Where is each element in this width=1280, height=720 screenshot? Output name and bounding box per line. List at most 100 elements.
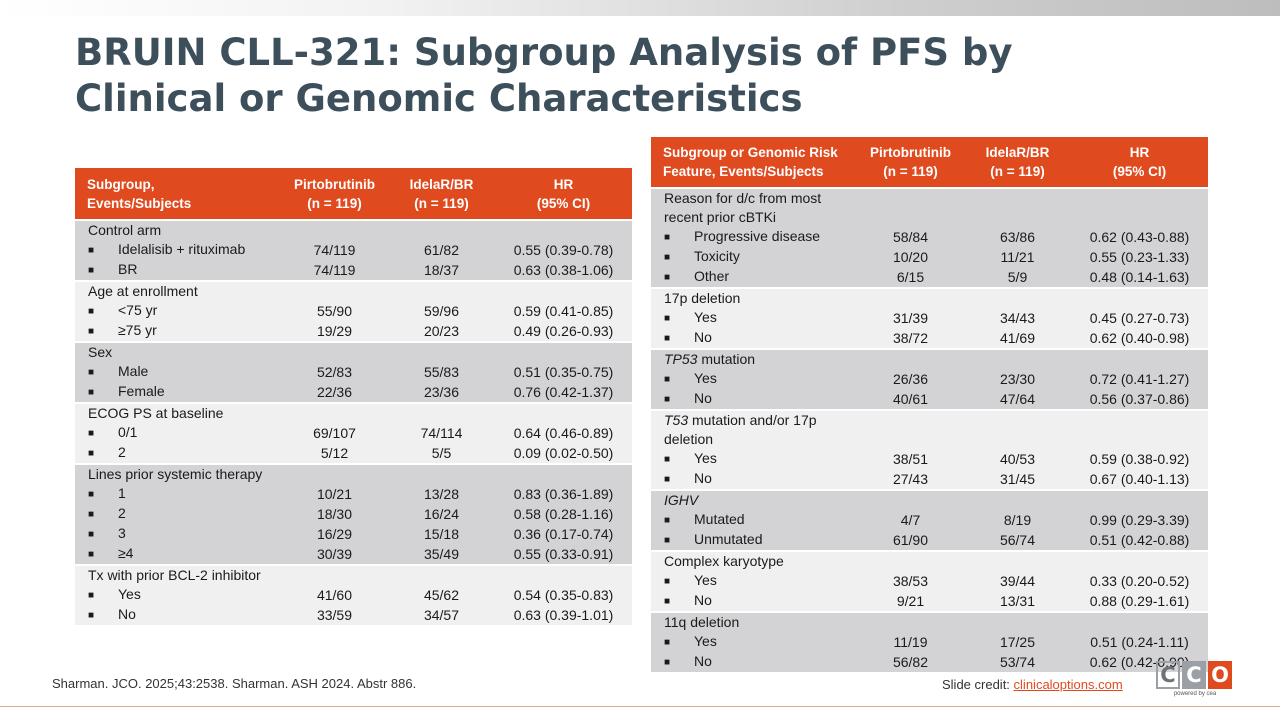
right-group-label-text: mutation — [697, 351, 756, 367]
left-group-label-empty-cell — [495, 220, 632, 240]
left-group-label-empty-cell — [281, 565, 388, 585]
right-group-label-empty-cell — [1071, 288, 1208, 308]
right-group-label-empty-cell — [857, 349, 964, 369]
right-group-label: Reason for d/c from most recent prior cB… — [651, 188, 857, 227]
logo-letter-3: O — [1208, 661, 1232, 689]
left-group-label-empty-cell — [281, 220, 388, 240]
right-row-name-text: No — [694, 592, 712, 608]
left-row-name: ■ BR — [75, 260, 281, 281]
left-table-header-row: Subgroup, Events/Subjects Pirtobrutinib (n… — [75, 168, 632, 220]
right-row-idelar-br: 56/74 — [999, 531, 1036, 548]
left-group-label-empty-cell — [388, 565, 495, 585]
right-row-name-text: No — [694, 653, 712, 669]
right-group-label-empty-cell — [1071, 349, 1208, 369]
right-row-name-text: Other — [694, 268, 730, 284]
right-row-hr: 0.51 (0.24-1.11) — [1090, 633, 1189, 650]
right-row-pirtobrutinib: 4/7 — [900, 511, 921, 528]
left-group-label-text: Age at enrollment — [88, 283, 198, 299]
left-row-hr: 0.54 (0.35-0.83) — [513, 586, 614, 603]
right-group-label-empty-cell — [857, 612, 964, 632]
slide-credit-label: Slide credit: — [942, 677, 1014, 692]
right-row-name-text: Yes — [694, 450, 717, 466]
left-group-label-empty-cell — [388, 220, 495, 240]
right-row-idelar-br: 39/44 — [999, 572, 1036, 589]
right-row-name: ■ No — [651, 652, 857, 672]
right-row-pirtobrutinib: 27/43 — [892, 470, 929, 487]
bullet-icon: ■ — [664, 272, 671, 283]
right-row-name: ■ Yes — [651, 449, 857, 469]
right-row-pirtobrutinib: 38/51 — [892, 450, 929, 467]
left-row-pirtobrutinib: 19/29 — [316, 322, 353, 339]
clinicaloptions-link[interactable]: clinicaloptions.com — [1013, 677, 1123, 692]
right-group-label-empty-cell — [857, 410, 964, 449]
right-row-hr: 0.62 (0.42-0.90) — [1089, 653, 1190, 670]
left-row-idelar-br: 18/37 — [423, 261, 460, 278]
right-data-row: ■ Yes 11/19 17/25 0.51 (0.24-1.11) — [651, 632, 1208, 652]
right-row-pirtobrutinib: 40/61 — [892, 390, 929, 407]
left-row-pirtobrutinib: 41/60 — [316, 586, 353, 603]
right-row-name-text: Yes — [694, 370, 717, 386]
left-group: Control arm ■ Idelalisib + rituximab 74/119… — [75, 220, 632, 281]
left-row-hr: 0.63 (0.38-1.06) — [513, 261, 614, 278]
left-row-idelar-br: 23/36 — [423, 383, 460, 400]
right-row-pirtobrutinib: 11/19 — [893, 633, 928, 650]
bullet-icon: ■ — [664, 394, 671, 405]
right-row-pirtobrutinib: 31/39 — [892, 309, 929, 326]
right-row-idelar-br: 31/45 — [999, 470, 1036, 487]
right-data-row: ■ Unmutated 61/90 56/74 0.51 (0.42-0.88) — [651, 530, 1208, 551]
right-group-label-text: 11q deletion — [664, 614, 740, 630]
left-row-name-text: 2 — [118, 444, 126, 460]
right-group-label-row: 17p deletion — [651, 288, 1208, 308]
left-data-row: ■ BR 74/119 18/37 0.63 (0.38-1.06) — [75, 260, 632, 281]
slide-title-line-1: BRUIN CLL-321: Subgroup Analysis of PFS … — [75, 31, 1013, 74]
right-table-header-row: Subgroup or Genomic Risk Feature, Events/… — [651, 137, 1208, 188]
right-row-pirtobrutinib: 56/82 — [892, 653, 929, 670]
left-group-label: Control arm — [75, 220, 281, 240]
bullet-icon: ■ — [88, 529, 95, 540]
right-row-pirtobrutinib: 38/53 — [892, 572, 929, 589]
left-row-pirtobrutinib: 33/59 — [316, 606, 353, 623]
left-data-row: ■ 1 10/21 13/28 0.83 (0.36-1.89) — [75, 484, 632, 504]
right-group-label-italic: TP53 — [664, 351, 698, 367]
left-row-name-text: 3 — [118, 525, 126, 541]
left-row-pirtobrutinib: 10/21 — [316, 485, 353, 502]
left-row-idelar-br: 59/96 — [423, 302, 460, 319]
right-row-idelar-br: 17/25 — [999, 633, 1036, 650]
left-row-name: ■ Idelalisib + rituximab — [75, 240, 281, 260]
right-row-name-text: Progressive disease — [694, 228, 821, 244]
right-data-row: ■ Mutated 4/7 8/19 0.99 (0.29-3.39) — [651, 510, 1208, 530]
left-group: ECOG PS at baseline ■ 0/1 69/107 74/114 0.64 … — [75, 403, 632, 464]
right-row-idelar-br: 23/30 — [999, 370, 1036, 387]
right-row-idelar-br: 53/74 — [999, 653, 1036, 670]
right-data-row: ■ No 38/72 41/69 0.62 (0.40-0.98) — [651, 328, 1208, 349]
left-group: Sex ■ Male 52/83 55/83 0.51 (0.35-0.75) ■ Femal… — [75, 342, 632, 403]
right-data-row: ■ Other 6/15 5/9 0.48 (0.14-1.63) — [651, 267, 1208, 288]
left-row-hr: 0.64 (0.46-0.89) — [513, 424, 614, 441]
right-group-label: Complex karyotype — [651, 551, 857, 571]
left-data-row: ■ Yes 41/60 45/62 0.54 (0.35-0.83) — [75, 585, 632, 605]
left-row-hr: 0.09 (0.02-0.50) — [513, 444, 614, 461]
left-row-name-text: 0/1 — [118, 424, 138, 440]
right-data-row: ■ Toxicity 10/20 11/21 0.55 (0.23-1.33) — [651, 247, 1208, 267]
logo-letter-1: C — [1156, 661, 1180, 689]
left-group-label-empty-cell — [388, 403, 495, 423]
slide-title: BRUIN CLL-321: Subgroup Analysis of PFS … — [75, 30, 1075, 122]
left-row-pirtobrutinib: 69/107 — [313, 424, 356, 441]
right-group-label-row: IGHV — [651, 490, 1208, 510]
left-row-pirtobrutinib: 30/39 — [316, 545, 353, 562]
right-row-idelar-br: 34/43 — [999, 309, 1036, 326]
top-gradient-bar — [0, 0, 1280, 16]
left-row-hr: 0.59 (0.41-0.85) — [513, 302, 614, 319]
right-header-idelar-br: IdelaR/BR (n = 119) — [964, 137, 1071, 188]
left-data-row: ■ No 33/59 34/57 0.63 (0.39-1.01) — [75, 605, 632, 625]
left-row-name: ■ 0/1 — [75, 423, 281, 443]
left-group-label-text: Sex — [88, 344, 113, 360]
left-row-name: ■ Male — [75, 362, 281, 382]
left-row-pirtobrutinib: 55/90 — [316, 302, 353, 319]
left-row-name: ■ 2 — [75, 504, 281, 524]
bullet-icon: ■ — [88, 245, 95, 256]
left-row-hr: 0.63 (0.39-1.01) — [513, 606, 614, 623]
left-data-row: ■ <75 yr 55/90 59/96 0.59 (0.41-0.85) — [75, 301, 632, 321]
right-row-name-text: No — [694, 390, 712, 406]
right-row-name-text: Unmutated — [694, 531, 763, 547]
